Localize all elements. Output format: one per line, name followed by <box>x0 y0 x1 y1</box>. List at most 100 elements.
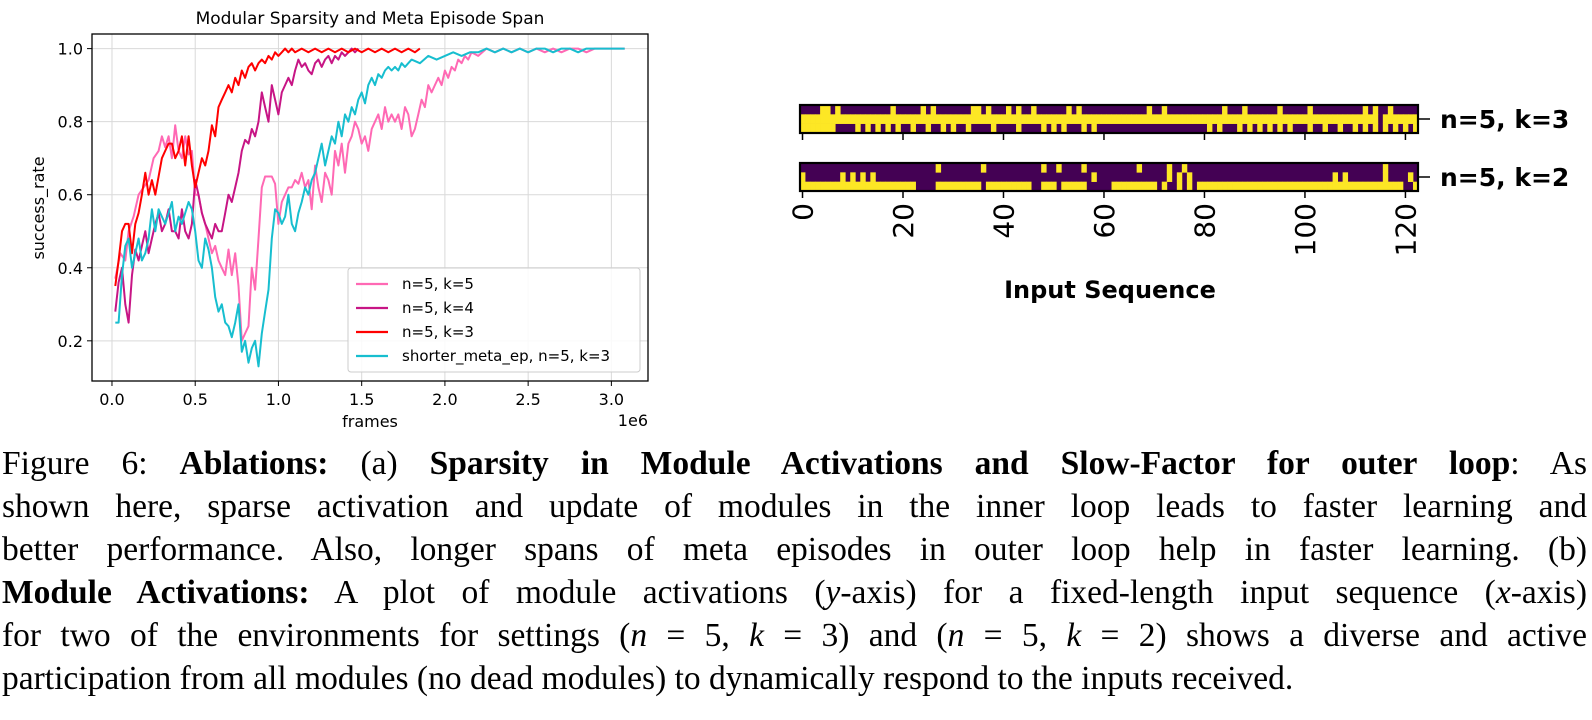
active-cell <box>800 123 806 134</box>
active-cell <box>1247 123 1253 134</box>
active-cell <box>1352 181 1359 192</box>
heatmap-row-label: n=5, k=2 <box>1440 163 1569 192</box>
y-tick-label: 0.6 <box>58 186 83 205</box>
active-cell <box>840 114 846 124</box>
active-cell <box>1277 181 1283 192</box>
active-cell <box>1046 181 1052 192</box>
active-cell <box>965 181 972 192</box>
active-cell <box>1041 123 1047 134</box>
active-cell <box>1126 181 1133 192</box>
x-tick-label: 100 <box>1289 203 1322 256</box>
active-cell <box>835 181 841 192</box>
active-cell <box>1342 181 1349 192</box>
active-cell <box>1307 105 1313 115</box>
active-cell <box>1201 181 1208 192</box>
active-cell <box>815 114 821 124</box>
active-cell <box>870 114 876 124</box>
active-cell <box>855 114 861 124</box>
active-cell <box>1136 181 1143 192</box>
caption-text: : As <box>1510 445 1587 482</box>
active-cell <box>875 123 881 134</box>
active-cell <box>1151 181 1158 192</box>
x-tick-label: 60 <box>1088 203 1121 239</box>
active-cell <box>1407 172 1414 182</box>
active-cell <box>1156 114 1163 124</box>
active-cell <box>1357 114 1364 124</box>
active-cell <box>1016 114 1022 124</box>
active-cell <box>1322 181 1328 192</box>
active-cell <box>870 181 876 192</box>
active-cell <box>830 181 836 192</box>
active-cell <box>1337 114 1344 124</box>
active-cell <box>830 123 836 134</box>
active-cell <box>1252 181 1258 192</box>
active-cell <box>1292 114 1298 124</box>
active-cell <box>1347 114 1354 124</box>
active-cell <box>835 114 841 124</box>
active-cell <box>1191 114 1198 124</box>
caption-math-var: k <box>1066 617 1082 654</box>
caption-math-var: k <box>749 617 764 654</box>
active-cell <box>1036 114 1042 124</box>
active-cell <box>975 181 982 192</box>
legend-entry: n=5, k=4 <box>402 299 474 317</box>
active-cell <box>1382 114 1389 124</box>
active-cell <box>1242 114 1248 124</box>
active-cell <box>1151 114 1158 124</box>
active-cell <box>1287 114 1293 124</box>
active-cell <box>1016 105 1022 115</box>
active-cell <box>1242 181 1248 192</box>
active-cell <box>1332 172 1339 182</box>
active-cell <box>1091 172 1097 182</box>
active-cell <box>1342 114 1349 124</box>
active-cell <box>1367 114 1374 124</box>
active-cell <box>1016 181 1022 192</box>
active-cell <box>930 105 937 115</box>
active-cell <box>1061 181 1067 192</box>
active-cell <box>820 181 826 192</box>
active-cell <box>1222 181 1228 192</box>
active-cell <box>1041 181 1047 192</box>
active-cell <box>1106 114 1112 124</box>
active-cell <box>1327 181 1333 192</box>
x-tick-label: 120 <box>1389 203 1422 256</box>
active-cell <box>1141 181 1148 192</box>
x-tick-label: 1.0 <box>266 390 291 409</box>
active-cell <box>865 123 871 134</box>
active-cell <box>1242 105 1248 115</box>
active-cell <box>1337 123 1344 134</box>
heatmap-2: n=5, k=2 <box>798 161 1569 193</box>
active-cell <box>1307 114 1313 124</box>
active-cell <box>875 114 881 124</box>
caption-text: = 2) shows a diverse and active <box>1081 617 1587 654</box>
active-cell <box>870 172 876 182</box>
active-cell <box>1212 181 1218 192</box>
active-cell <box>1412 114 1419 124</box>
active-cell <box>1362 123 1369 134</box>
active-cell <box>1382 181 1389 192</box>
active-cell <box>1111 181 1117 192</box>
active-cell <box>1287 123 1293 134</box>
active-cell <box>1196 181 1203 192</box>
active-cell <box>1176 114 1183 124</box>
active-cell <box>1131 114 1138 124</box>
active-cell <box>1297 181 1303 192</box>
active-cell <box>1277 123 1283 134</box>
active-cell <box>1176 181 1183 192</box>
active-cell <box>1166 163 1173 173</box>
active-cell <box>1146 105 1153 115</box>
series-line-4 <box>115 47 625 368</box>
active-cell <box>1387 114 1394 124</box>
active-cell <box>805 114 811 124</box>
active-cell <box>1121 114 1127 124</box>
active-cell <box>1217 114 1223 124</box>
active-cell <box>1322 123 1328 134</box>
chart-title: Modular Sparsity and Meta Episode Span <box>196 9 545 29</box>
active-cell <box>1071 181 1077 192</box>
active-cell <box>1081 163 1087 173</box>
active-cell <box>1352 114 1359 124</box>
y-tick-label: 0.8 <box>58 113 83 132</box>
caption-line: for two of the environments for settings… <box>2 614 1587 657</box>
x-tick-label: 1.5 <box>349 390 374 409</box>
active-cell <box>920 114 927 124</box>
